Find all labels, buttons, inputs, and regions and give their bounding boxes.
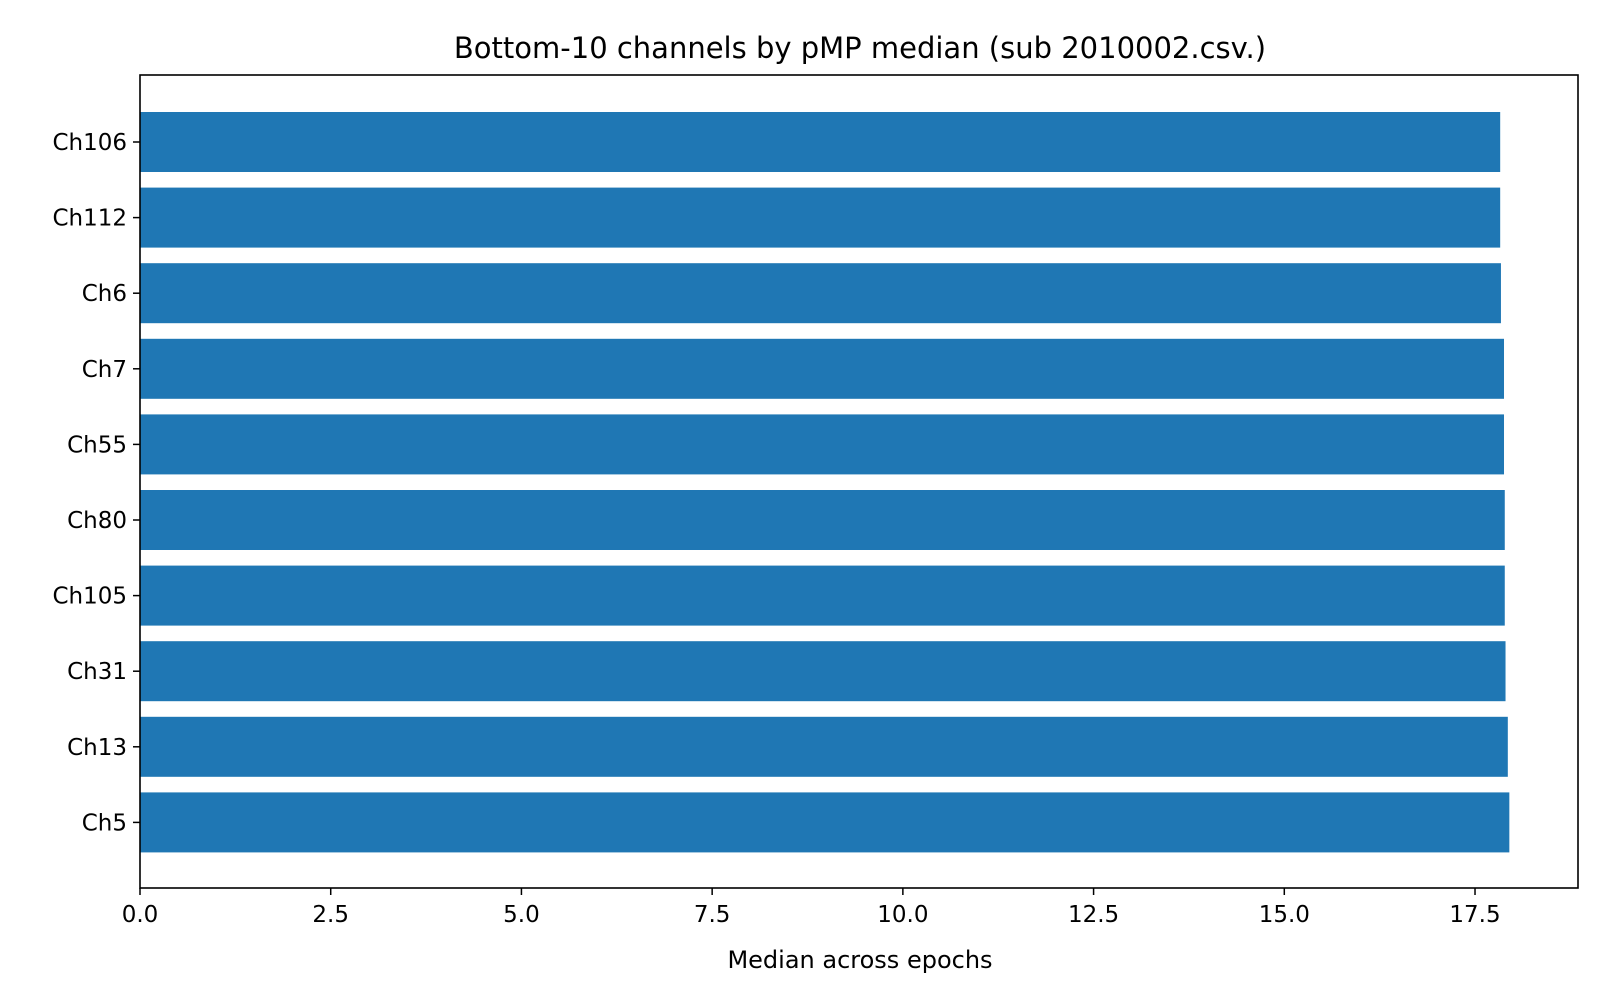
x-tick-label: 5.0: [503, 902, 540, 928]
x-axis: 0.0 2.5 5.0 7.5 10.0 12.5 15.0 17.5: [122, 888, 1501, 928]
x-tick-label: 7.5: [694, 902, 731, 928]
y-tick-label: Ch31: [67, 659, 127, 685]
chart-title: Bottom-10 channels by pMP median (sub 20…: [454, 31, 1266, 65]
bar-ch112: [140, 187, 1501, 248]
y-tick-label: Ch105: [52, 584, 127, 610]
bar-ch6: [140, 263, 1501, 324]
bar-ch13: [140, 716, 1508, 777]
y-tick-label: Ch80: [67, 508, 127, 534]
y-tick-label: Ch7: [82, 357, 127, 383]
y-tick-label: Ch112: [52, 206, 127, 232]
y-axis: Ch106 Ch112 Ch6 Ch7 Ch55 Ch80 Ch105 Ch31 Ch13 Ch5: [52, 130, 140, 836]
bar-ch55: [140, 414, 1505, 475]
bars-layer: [140, 112, 1510, 853]
x-tick-label: 17.5: [1449, 902, 1500, 928]
x-tick-label: 10.0: [877, 902, 928, 928]
bar-ch31: [140, 641, 1506, 702]
x-tick-label: 0.0: [122, 902, 159, 928]
plot-frame: [139, 74, 1579, 889]
x-axis-title: Median across epochs: [727, 946, 992, 974]
bar-ch5: [140, 792, 1510, 853]
bar-ch106: [140, 112, 1501, 172]
y-tick-label: Ch13: [67, 735, 127, 761]
x-tick-label: 2.5: [312, 902, 349, 928]
y-tick-label: Ch5: [82, 810, 127, 836]
x-tick-label: 12.5: [1068, 902, 1119, 928]
bar-ch7: [140, 338, 1505, 399]
x-tick-label: 15.0: [1259, 902, 1310, 928]
bar-ch80: [140, 490, 1505, 550]
bar-ch105: [140, 565, 1505, 626]
y-tick-label: Ch55: [67, 432, 127, 458]
y-tick-label: Ch6: [82, 281, 127, 307]
y-tick-label: Ch106: [52, 130, 127, 156]
